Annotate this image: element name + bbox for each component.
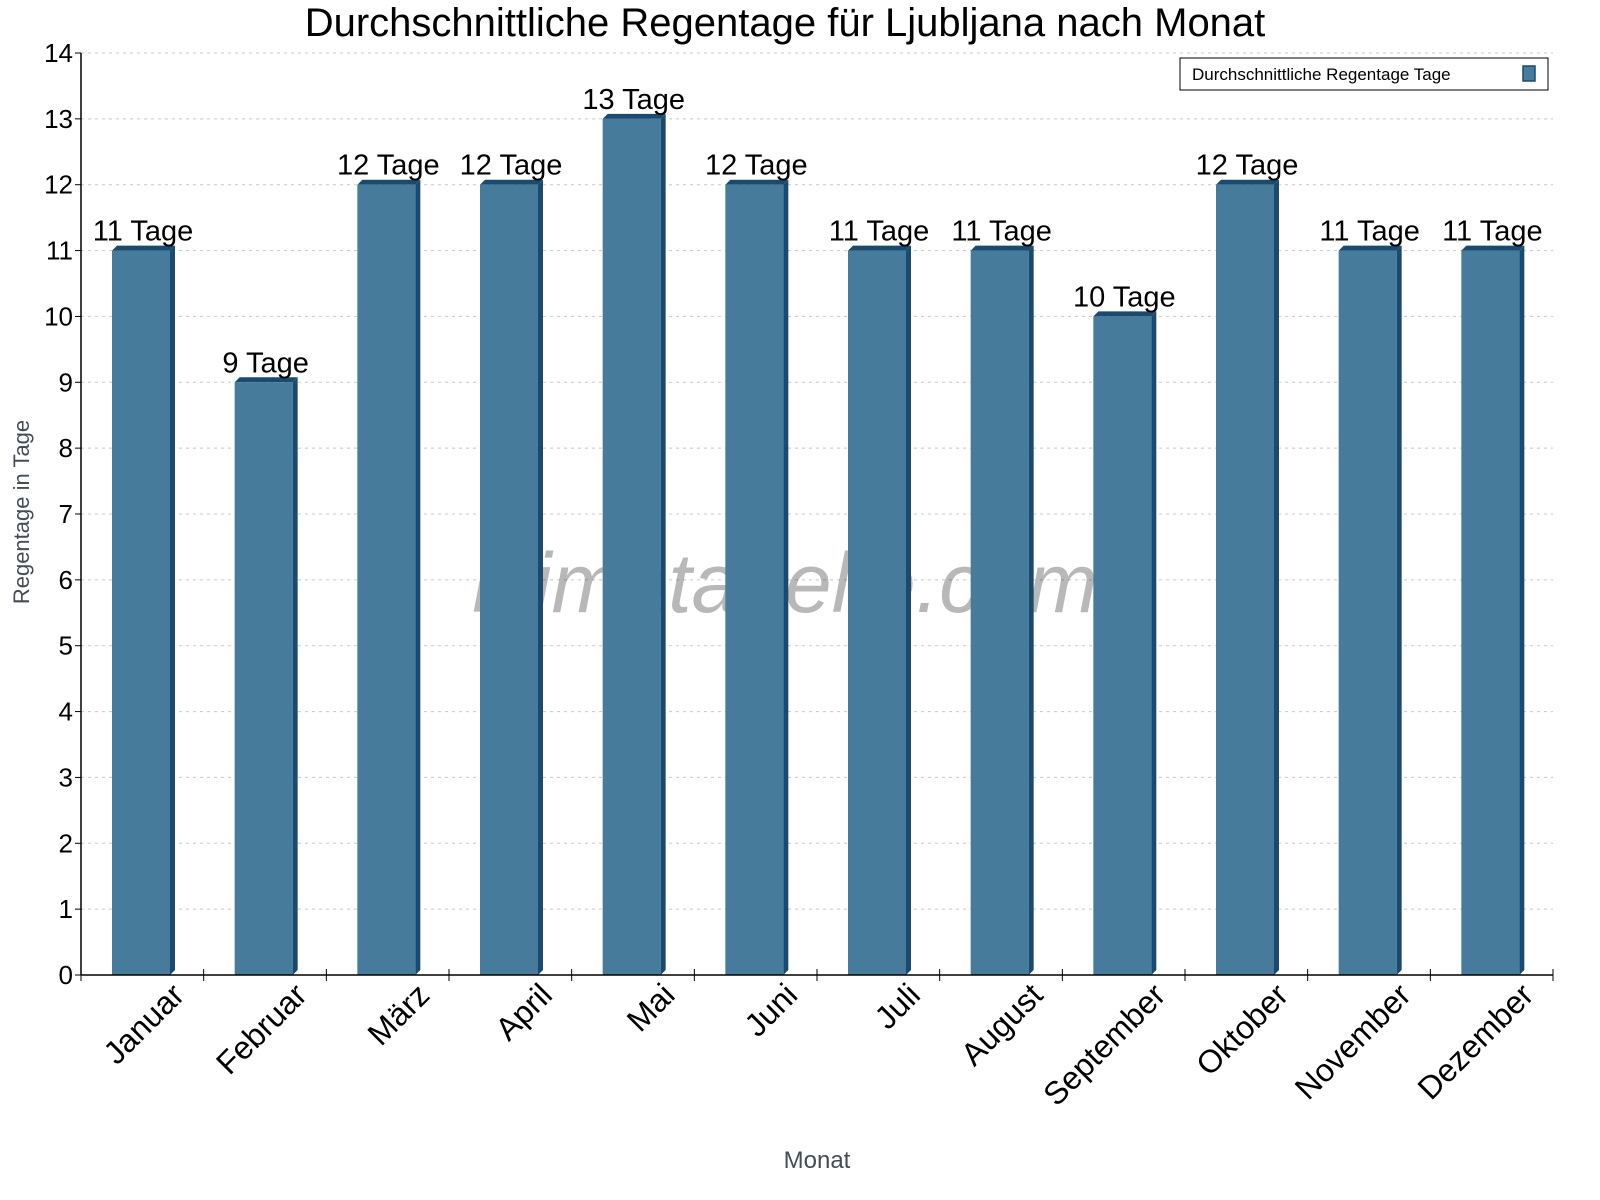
legend: Durchschnittliche Regentage Tage — [1179, 57, 1549, 91]
bar-top — [1216, 179, 1279, 185]
bar-top — [1338, 245, 1402, 251]
bar-side — [538, 179, 543, 975]
y-tick-label: 2 — [59, 828, 73, 858]
bar-side — [906, 245, 911, 976]
bar — [112, 250, 170, 976]
legend-swatch — [1522, 65, 1536, 82]
data-label: 11 Tage — [1319, 216, 1420, 248]
x-tick-label: Mai — [620, 976, 682, 1038]
data-label: 12 Tage — [1196, 150, 1299, 182]
y-tick-label: 9 — [59, 367, 73, 397]
y-tick-label: 11 — [46, 236, 73, 266]
bar-side — [292, 377, 298, 975]
data-label: 11 Tage — [93, 216, 194, 248]
y-tick-label: 4 — [59, 697, 73, 727]
bar-side — [783, 179, 789, 975]
bar-side — [1519, 245, 1525, 976]
data-label: 12 Tage — [337, 150, 440, 182]
bar-top — [112, 245, 175, 251]
data-label: 12 Tage — [460, 150, 563, 182]
bar-top — [357, 179, 421, 185]
x-tick-label: Februar — [209, 976, 314, 1081]
bar — [602, 118, 661, 976]
x-tick-label: Januar — [96, 976, 191, 1071]
bar — [357, 184, 416, 975]
bar-side — [1396, 245, 1402, 976]
data-label: 9 Tage — [222, 347, 309, 379]
legend-label: Durchschnittliche Regentage Tage — [1192, 65, 1451, 84]
data-label: 12 Tage — [705, 150, 808, 182]
y-tick-label: 3 — [59, 762, 73, 792]
bar — [1093, 316, 1152, 975]
x-tick-label: September — [1036, 976, 1172, 1112]
bar — [970, 250, 1029, 976]
bar-top — [1093, 311, 1157, 317]
data-label: 10 Tage — [1073, 281, 1176, 313]
chart-title: Durchschnittliche Regentage für Ljubljan… — [305, 1, 1266, 45]
bar-top — [602, 113, 666, 119]
y-tick-label: 13 — [44, 104, 73, 134]
bar — [1461, 250, 1520, 976]
bars: 11 Tage 9 Tage 12 Tage 12 Tage 13 Tage 12 Tag… — [93, 84, 1543, 976]
bar-side — [415, 179, 421, 975]
bar — [480, 184, 538, 975]
bar-side — [1274, 179, 1279, 975]
data-label: 11 Tage — [829, 216, 930, 248]
data-label: 11 Tage — [951, 216, 1052, 248]
legend-box — [1179, 57, 1549, 91]
bar — [234, 382, 293, 975]
y-tick-label: 0 — [59, 960, 73, 990]
bar-top — [970, 245, 1034, 251]
bar — [725, 184, 784, 975]
x-tick-label: Oktober — [1189, 976, 1295, 1082]
y-tick-label: 14 — [44, 38, 73, 68]
bar — [1338, 250, 1397, 976]
x-axis-label: Monat — [784, 1147, 851, 1174]
bar-top — [1461, 245, 1525, 251]
bar-side — [660, 113, 666, 976]
grid — [81, 52, 1553, 910]
x-tick-label: August — [954, 976, 1050, 1072]
x-tick-label: November — [1288, 976, 1418, 1106]
x-tick-label: Juni — [737, 976, 804, 1043]
bar-top — [234, 377, 298, 383]
bar-side — [170, 245, 175, 976]
bar-top — [725, 179, 789, 185]
bar-top — [848, 245, 911, 251]
bar — [1216, 184, 1274, 975]
y-axis-label: Regentage in Tage — [9, 420, 34, 604]
x-tick-label: April — [488, 976, 559, 1047]
data-label: 11 Tage — [1442, 216, 1543, 248]
y-tick-label: 8 — [59, 433, 73, 463]
y-tick-label: 7 — [59, 499, 73, 529]
x-tick-label: März — [361, 976, 437, 1052]
bar-top — [480, 179, 543, 185]
data-label: 13 Tage — [582, 84, 685, 116]
y-tick-label: 5 — [59, 631, 73, 661]
bar-side — [1151, 311, 1157, 975]
y-tick-label: 12 — [44, 170, 73, 200]
y-tick-label: 10 — [44, 301, 73, 331]
bar — [848, 250, 906, 976]
y-tick-label: 6 — [59, 565, 73, 595]
y-tick-label: 1 — [59, 894, 73, 924]
x-tick-label: Juli — [868, 976, 927, 1035]
bar-side — [1028, 245, 1034, 976]
x-tick-label: Dezember — [1410, 976, 1540, 1106]
